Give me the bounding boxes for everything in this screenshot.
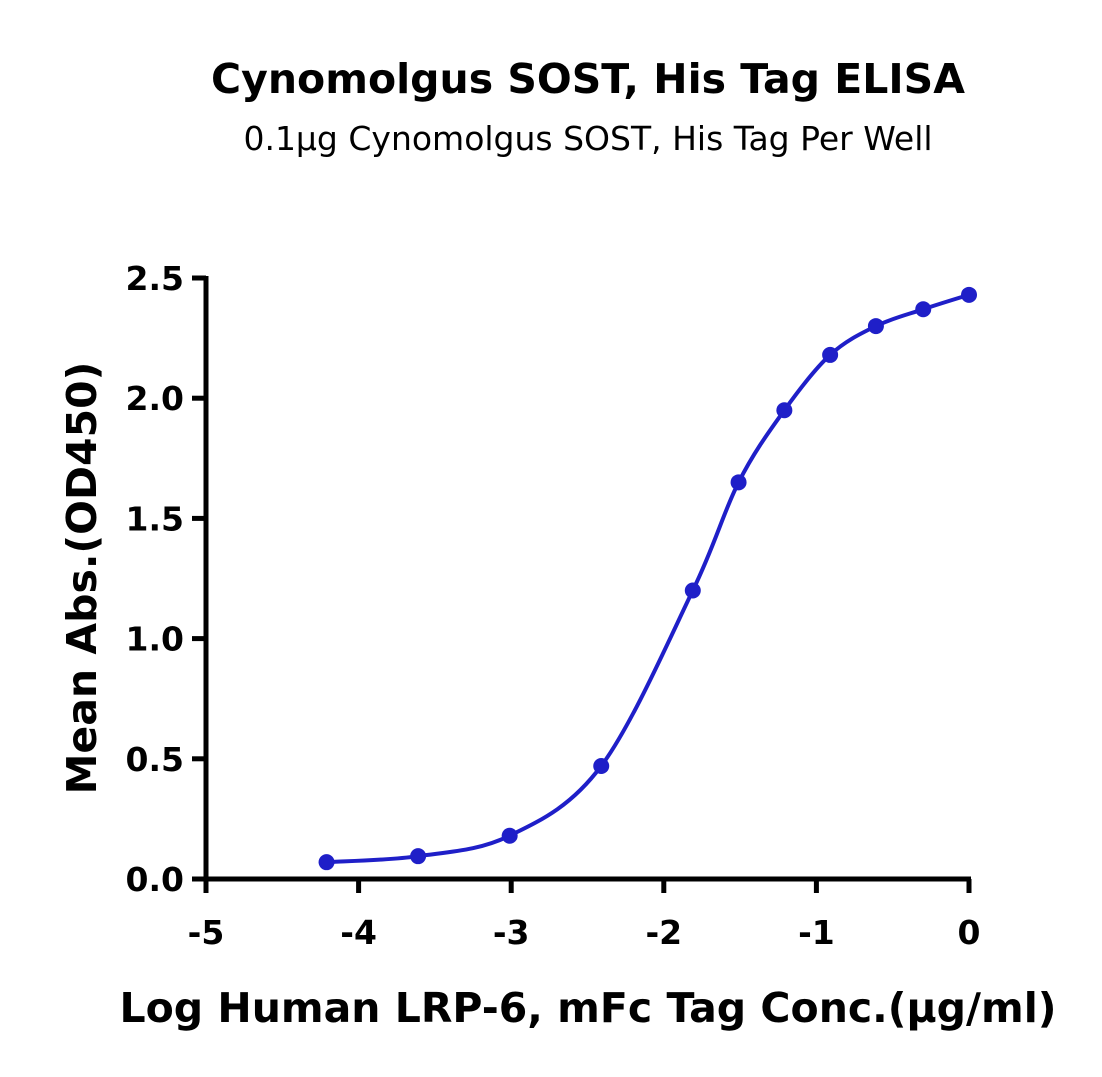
y-tick-label: 1.0 bbox=[126, 620, 184, 659]
axes bbox=[203, 276, 971, 882]
data-point bbox=[501, 827, 518, 844]
x-tick-label: -3 bbox=[493, 913, 530, 952]
data-point bbox=[822, 346, 839, 363]
data-point bbox=[730, 474, 747, 491]
y-axis-label: Mean Abs.(OD450) bbox=[58, 362, 106, 795]
y-ticks: 0.0 0.5 1.0 1.5 2.0 2.5 bbox=[126, 259, 206, 899]
x-tick-label: -5 bbox=[188, 913, 225, 952]
y-tick-label: 2.0 bbox=[126, 379, 184, 418]
data-point bbox=[593, 758, 610, 775]
y-tick-label: 0.5 bbox=[126, 740, 184, 779]
x-tick-label: -2 bbox=[645, 913, 682, 952]
x-axis-label: Log Human LRP-6, mFc Tag Conc.(μg/ml) bbox=[119, 984, 1056, 1032]
data-point bbox=[684, 582, 701, 599]
data-point bbox=[915, 301, 932, 318]
x-tick-label: -1 bbox=[798, 913, 835, 952]
x-tick-label: -4 bbox=[340, 913, 377, 952]
data-point bbox=[318, 854, 335, 871]
data-point bbox=[961, 286, 977, 303]
y-tick-label: 1.5 bbox=[126, 499, 184, 538]
data-point bbox=[867, 318, 884, 335]
y-tick-label: 0.0 bbox=[126, 860, 184, 899]
y-tick-label: 2.5 bbox=[126, 259, 184, 298]
chart-subtitle: 0.1μg Cynomolgus SOST, His Tag Per Well bbox=[243, 119, 932, 158]
x-ticks: -5 -4 -3 -2 -1 0 bbox=[188, 879, 981, 952]
data-point bbox=[410, 848, 427, 865]
fitted-curve bbox=[326, 292, 970, 865]
data-points bbox=[318, 286, 977, 871]
data-point bbox=[776, 402, 793, 419]
x-tick-label: 0 bbox=[958, 913, 981, 952]
chart-title: Cynomolgus SOST, His Tag ELISA bbox=[211, 55, 965, 103]
